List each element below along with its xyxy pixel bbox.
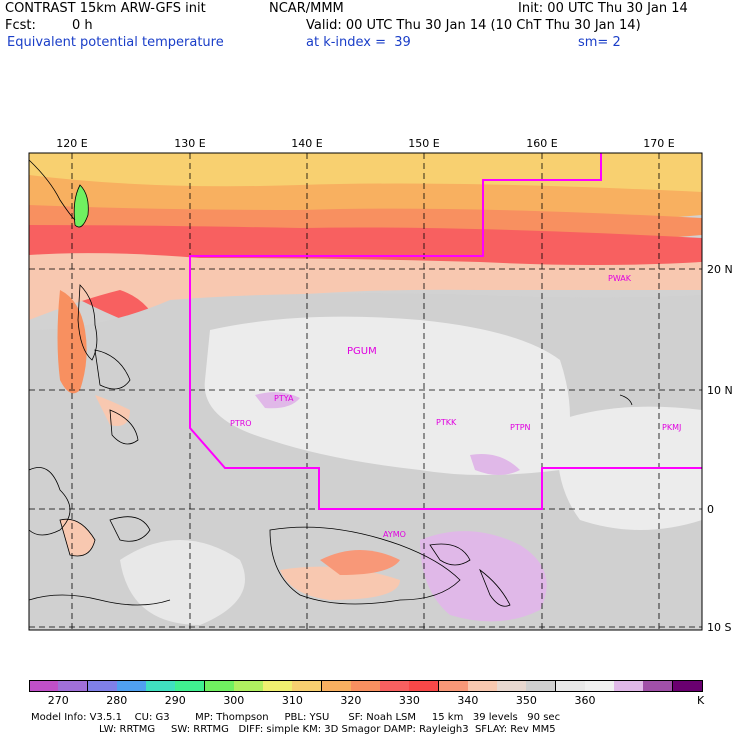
level-info: at k-index = 39 bbox=[306, 35, 411, 50]
station-aymo: AYMO bbox=[383, 530, 406, 539]
lon-label-130e: 130 E bbox=[174, 137, 206, 150]
colorbar-swatch bbox=[204, 680, 235, 692]
colorbar-swatch bbox=[321, 680, 352, 692]
colorbar-unit: K bbox=[697, 694, 705, 707]
colorbar-swatch bbox=[116, 680, 147, 692]
colorbar-swatch bbox=[29, 680, 59, 692]
model-info-line-2: LW: RRTMG SW: RRTMG DIFF: simple KM: 3D … bbox=[99, 724, 556, 735]
colorbar-swatch bbox=[614, 680, 645, 692]
colorbar-tick-label: 360 bbox=[574, 694, 596, 707]
init-time: Init: 00 UTC Thu 30 Jan 14 bbox=[518, 1, 688, 16]
colorbar-tick-label: 330 bbox=[398, 694, 420, 707]
colorbar-swatch bbox=[497, 680, 528, 692]
model-info-line-1: Model Info: V3.5.1 CU: G3 MP: Thompson P… bbox=[31, 712, 561, 723]
station-ptpn: PTPN bbox=[510, 423, 531, 432]
field-name: Equivalent potential temperature bbox=[7, 35, 224, 50]
forecast-hour: 0 h bbox=[72, 18, 93, 33]
lat-label-10s: 10 S bbox=[707, 621, 732, 634]
colorbar-swatch bbox=[233, 680, 264, 692]
colorbar-swatch bbox=[146, 680, 177, 692]
station-ptro: PTRO bbox=[230, 419, 252, 428]
station-ptkk: PTKK bbox=[436, 418, 457, 427]
colorbar-tick-label: 310 bbox=[281, 694, 303, 707]
valid-time: Valid: 00 UTC Thu 30 Jan 14 (10 ChT Thu … bbox=[306, 18, 641, 33]
lat-label-10n: 10 N bbox=[707, 384, 733, 397]
colorbar-swatch bbox=[409, 680, 440, 692]
station-pgum: PGUM bbox=[347, 346, 377, 357]
colorbar-tick-label: 350 bbox=[515, 694, 537, 707]
colorbar-swatch bbox=[350, 680, 381, 692]
station-ptya: PTYA bbox=[274, 394, 294, 403]
colorbar-tick-label: 300 bbox=[223, 694, 245, 707]
colorbar-swatch bbox=[555, 680, 586, 692]
colorbar-tick-label: 290 bbox=[164, 694, 186, 707]
lon-label-170e: 170 E bbox=[643, 137, 675, 150]
colorbar-swatch bbox=[380, 680, 411, 692]
map-field bbox=[29, 153, 702, 630]
station-pkmj: PKMJ bbox=[662, 423, 682, 432]
colorbar-swatch bbox=[87, 680, 118, 692]
lon-label-150e: 150 E bbox=[408, 137, 440, 150]
colorbar-tick-label: 340 bbox=[457, 694, 479, 707]
smoothing-info: sm= 2 bbox=[578, 35, 621, 50]
region-boundary bbox=[189, 153, 702, 510]
station-pwak: PWAK bbox=[608, 274, 632, 283]
colorbar-swatch bbox=[467, 680, 498, 692]
colorbar-swatch bbox=[672, 680, 703, 692]
lon-label-120e: 120 E bbox=[56, 137, 88, 150]
colorbar-swatch bbox=[58, 680, 89, 692]
lat-label-20n: 20 N bbox=[707, 263, 733, 276]
lat-label-equator: 0 bbox=[707, 503, 714, 516]
colorbar-swatch bbox=[643, 680, 674, 692]
colorbar-swatch bbox=[175, 680, 206, 692]
colorbar-swatch bbox=[584, 680, 615, 692]
colorbar-tick-label: 270 bbox=[47, 694, 69, 707]
lon-label-160e: 160 E bbox=[526, 137, 558, 150]
colorbar-swatch bbox=[263, 680, 294, 692]
colorbar-tick-label: 280 bbox=[106, 694, 128, 707]
lon-label-140e: 140 E bbox=[291, 137, 323, 150]
forecast-label: Fcst: bbox=[5, 18, 36, 33]
organization-label: NCAR/MMM bbox=[269, 1, 344, 16]
colorbar-swatch bbox=[526, 680, 557, 692]
colorbar-swatch bbox=[438, 680, 469, 692]
model-title: CONTRAST 15km ARW-GFS init bbox=[5, 1, 206, 16]
colorbar-swatch bbox=[292, 680, 323, 692]
colorbar-tick-label: 320 bbox=[340, 694, 362, 707]
